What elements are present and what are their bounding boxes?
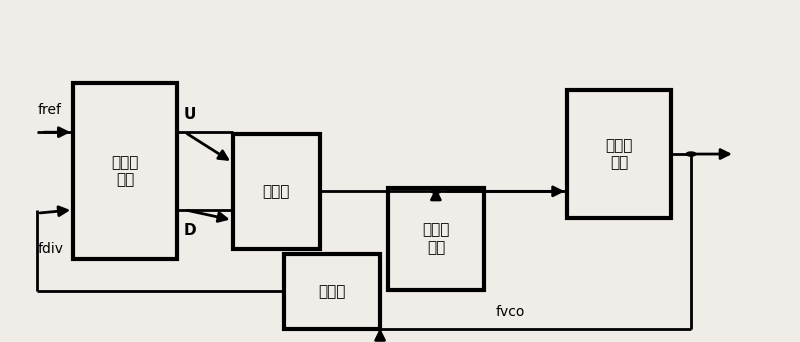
Text: 环路滤
波器: 环路滤 波器 <box>422 223 450 255</box>
Text: D: D <box>183 223 196 238</box>
Circle shape <box>686 152 696 156</box>
Bar <box>285 254 380 329</box>
Bar <box>73 83 177 259</box>
Text: 压控振
荡器: 压控振 荡器 <box>606 138 633 170</box>
Text: 分频器: 分频器 <box>318 284 346 299</box>
Text: fdiv: fdiv <box>38 242 63 256</box>
Text: fvco: fvco <box>496 305 525 318</box>
Text: 鉴相鉴
频器: 鉴相鉴 频器 <box>111 155 138 187</box>
Text: U: U <box>183 107 195 122</box>
Text: fref: fref <box>38 103 62 117</box>
Bar <box>388 188 484 290</box>
Bar <box>233 134 320 249</box>
Circle shape <box>431 189 441 193</box>
Text: 电荷泵: 电荷泵 <box>262 184 290 199</box>
Bar <box>567 90 671 219</box>
